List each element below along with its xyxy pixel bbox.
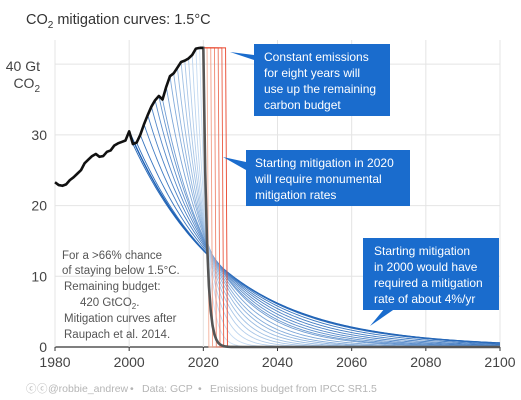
annotation-pointer <box>370 308 396 326</box>
axis-ticks: 0 10 20 30 1980 2000 2020 2040 2060 2080 2100 <box>31 127 515 370</box>
y-tick-label: 0 <box>39 339 47 355</box>
annotation-box <box>246 150 410 206</box>
annotation-pointer <box>223 157 246 170</box>
annotation-constant-emissions: Constant emissions for eight years will … <box>230 44 390 116</box>
annotation-pointer <box>230 52 254 60</box>
annotation-line: Starting mitigation <box>374 244 470 258</box>
annotation-line: carbon budget <box>264 98 341 112</box>
footer-separator: • <box>198 383 202 395</box>
y-tick-label: 10 <box>31 268 47 284</box>
curve-blue <box>139 134 501 345</box>
annotation-start-2020: Starting mitigation in 2020 will require… <box>223 150 410 206</box>
note-line-2: of staying below 1.5°C. <box>62 265 180 277</box>
note-line-4: 420 GtCO2. <box>80 297 139 311</box>
historical-series <box>54 46 204 188</box>
curve-blue <box>136 142 501 344</box>
footer-data-source: Data: GCP <box>142 383 193 395</box>
footer-by-icon: ⓒ <box>37 383 48 395</box>
y-axis-label-bottom: CO2 <box>13 75 40 95</box>
note-line-1: For a >66% chance <box>62 250 162 262</box>
footer-handle: @robbie_andrew <box>48 383 129 395</box>
note-line-6: Raupach et al. 2014. <box>64 329 170 341</box>
annotation-line: use up the remaining <box>264 82 376 96</box>
annotation-line: mitigation rates <box>255 188 336 202</box>
annotation-line: Starting mitigation in 2020 <box>255 156 394 170</box>
x-tick-label: 2060 <box>336 354 367 370</box>
annotation-box <box>254 44 390 116</box>
historical-line <box>54 46 200 188</box>
annotation-line: Constant emissions <box>264 50 369 64</box>
curve-blue <box>132 143 501 344</box>
footer-separator: • <box>130 383 134 395</box>
y-tick-label: 30 <box>31 127 47 143</box>
x-tick-label: 2080 <box>410 354 441 370</box>
annotation-box <box>363 238 499 310</box>
annotation-line: required a mitigation <box>374 276 483 290</box>
curve-start-2020 <box>199 46 500 349</box>
footer: ⓒ ⓒ @robbie_andrew • Data: GCP • Emissio… <box>26 383 377 395</box>
y-axis-label-top: 40 Gt <box>6 58 40 74</box>
annotation-start-2000: Starting mitigation in 2000 would have r… <box>363 238 499 326</box>
x-tick-label: 2020 <box>188 354 219 370</box>
annotation-line: for eight years will <box>264 66 360 80</box>
footer-budget-source: Emissions budget from IPCC SR1.5 <box>210 383 377 395</box>
note-line-3: Remaining budget: <box>64 281 161 293</box>
budget-note: For a >66% chance of staying below 1.5°C… <box>62 250 180 341</box>
x-tick-label: 2040 <box>262 354 293 370</box>
curve-blue <box>143 124 501 346</box>
annotation-line: rate of about 4%/yr <box>374 292 475 306</box>
mitigation-curves <box>128 46 501 349</box>
note-line-5: Mitigation curves after <box>64 313 177 325</box>
x-tick-label: 2000 <box>114 354 145 370</box>
chart-title: CO2 mitigation curves: 1.5°C <box>26 12 211 31</box>
annotation-line: in 2000 would have <box>374 260 478 274</box>
x-tick-label: 2100 <box>484 354 515 370</box>
y-tick-label: 20 <box>31 198 47 214</box>
annotation-line: will require monumental <box>254 172 382 186</box>
x-tick-label: 1980 <box>39 354 70 370</box>
footer-cc-icon: ⓒ <box>26 383 37 395</box>
